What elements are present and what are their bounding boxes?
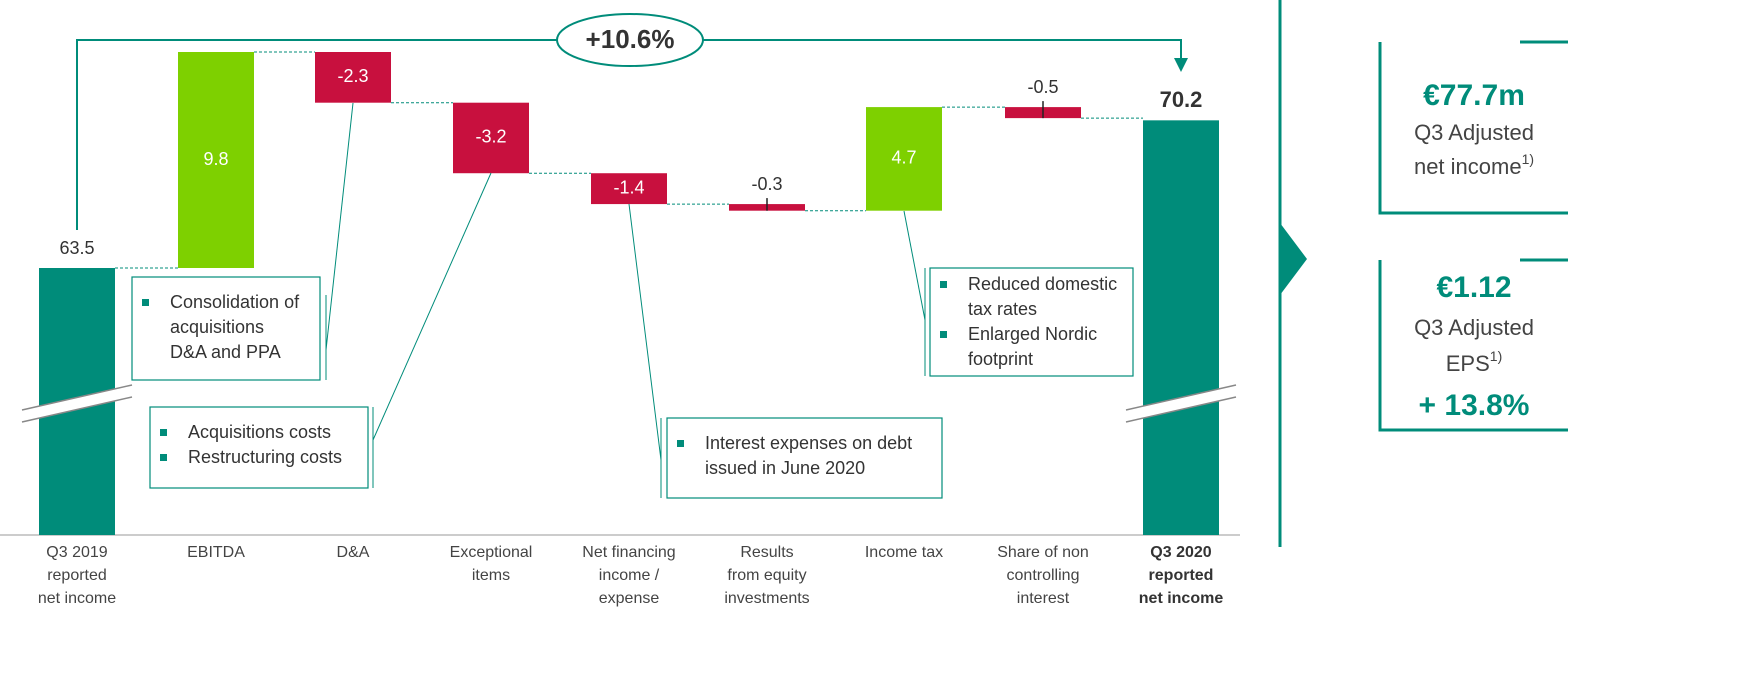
value-label: 70.2 — [1160, 87, 1203, 112]
footnote: 1) — [1522, 151, 1534, 167]
kpi-label: EPS — [1446, 351, 1490, 376]
value-label: -0.5 — [1027, 77, 1058, 97]
bar — [178, 52, 254, 268]
axis-break — [1125, 396, 1237, 423]
callout-text: Reduced domestic — [968, 274, 1117, 294]
axis-break — [22, 385, 132, 422]
kpi-value: €1.12 — [1436, 271, 1511, 304]
x-tick-label: reported — [1149, 567, 1214, 584]
value-label: 4.7 — [891, 148, 916, 168]
kpi-box — [1378, 258, 1568, 432]
bar — [315, 52, 391, 103]
callout-leader — [325, 102, 354, 351]
kpi-label: Q3 Adjusted — [1414, 315, 1534, 340]
callout-text: issued in June 2020 — [705, 458, 865, 478]
callout-text: Acquisitions costs — [188, 422, 331, 442]
x-tick-label: EBITDA — [187, 544, 245, 561]
bar — [591, 173, 667, 205]
x-tick-label: Net financing — [582, 544, 675, 561]
callout-box — [149, 406, 369, 489]
callout-box — [929, 267, 1134, 377]
bullet — [160, 454, 167, 461]
x-tick-label: from equity — [727, 567, 806, 584]
x-tick-label: Share of non — [997, 544, 1089, 561]
callout-leader — [372, 172, 492, 441]
callout-box — [131, 276, 321, 381]
bullet — [677, 440, 684, 447]
x-tick-label: D&A — [337, 544, 370, 561]
axis-break — [21, 384, 133, 411]
callout-leader — [628, 203, 662, 461]
x-tick-label: items — [472, 567, 510, 584]
bullet — [940, 331, 947, 338]
x-tick-label: Results — [740, 544, 793, 561]
growth-oval — [556, 13, 704, 67]
x-tick-label: Exceptional — [450, 544, 533, 561]
x-tick-label: reported — [47, 567, 107, 584]
callout-text: Enlarged Nordic — [968, 324, 1097, 344]
callout-text: Consolidation of — [170, 292, 300, 312]
x-tick-label: net income — [1139, 590, 1224, 607]
bullet — [160, 429, 167, 436]
value-label: -3.2 — [475, 127, 506, 147]
bullet — [940, 281, 947, 288]
callout-text: Restructuring costs — [188, 447, 342, 467]
x-tick-label: controlling — [1007, 567, 1080, 584]
x-tick-label: investments — [724, 590, 809, 607]
kpi-change: + 13.8% — [1419, 389, 1530, 422]
value-label: -1.4 — [613, 177, 644, 197]
axis-break — [1126, 385, 1236, 422]
x-tick-label: net income — [38, 590, 116, 607]
callout-text: tax rates — [968, 299, 1037, 319]
value-label: 9.8 — [203, 149, 228, 169]
axis-break — [1125, 384, 1237, 411]
bar — [1143, 120, 1219, 535]
chevron — [1280, 223, 1307, 295]
callout-text: Interest expenses on debt — [705, 433, 912, 453]
x-tick-label: interest — [1017, 590, 1070, 607]
bar — [866, 107, 942, 211]
axis-break — [21, 396, 133, 423]
arrow-head — [1174, 58, 1188, 72]
callout-text: footprint — [968, 349, 1033, 369]
value-label: -2.3 — [337, 66, 368, 86]
x-tick-label: Income tax — [865, 544, 943, 561]
x-tick-label: income / — [599, 567, 660, 584]
kpi-box — [1378, 40, 1568, 215]
callout-text: D&A and PPA — [170, 342, 281, 362]
bar — [453, 102, 529, 174]
x-tick-label: Q3 2019 — [46, 544, 107, 561]
callout-text: acquisitions — [170, 317, 264, 337]
x-tick-label: expense — [599, 590, 660, 607]
value-label: -0.3 — [751, 174, 782, 194]
kpi-label: EPS1) — [1446, 348, 1502, 376]
growth-label: +10.6% — [586, 24, 675, 54]
footnote: 1) — [1490, 348, 1502, 364]
callout-box — [666, 417, 943, 499]
value-label: 63.5 — [59, 238, 94, 258]
kpi-label: Q3 Adjusted — [1414, 120, 1534, 145]
kpi-label: net income — [1414, 154, 1522, 179]
callout-leader — [903, 210, 926, 321]
kpi-label: net income1) — [1414, 151, 1534, 179]
x-tick-label: Q3 2020 — [1150, 544, 1211, 561]
bullet — [142, 299, 149, 306]
kpi-value: €77.7m — [1423, 79, 1525, 112]
